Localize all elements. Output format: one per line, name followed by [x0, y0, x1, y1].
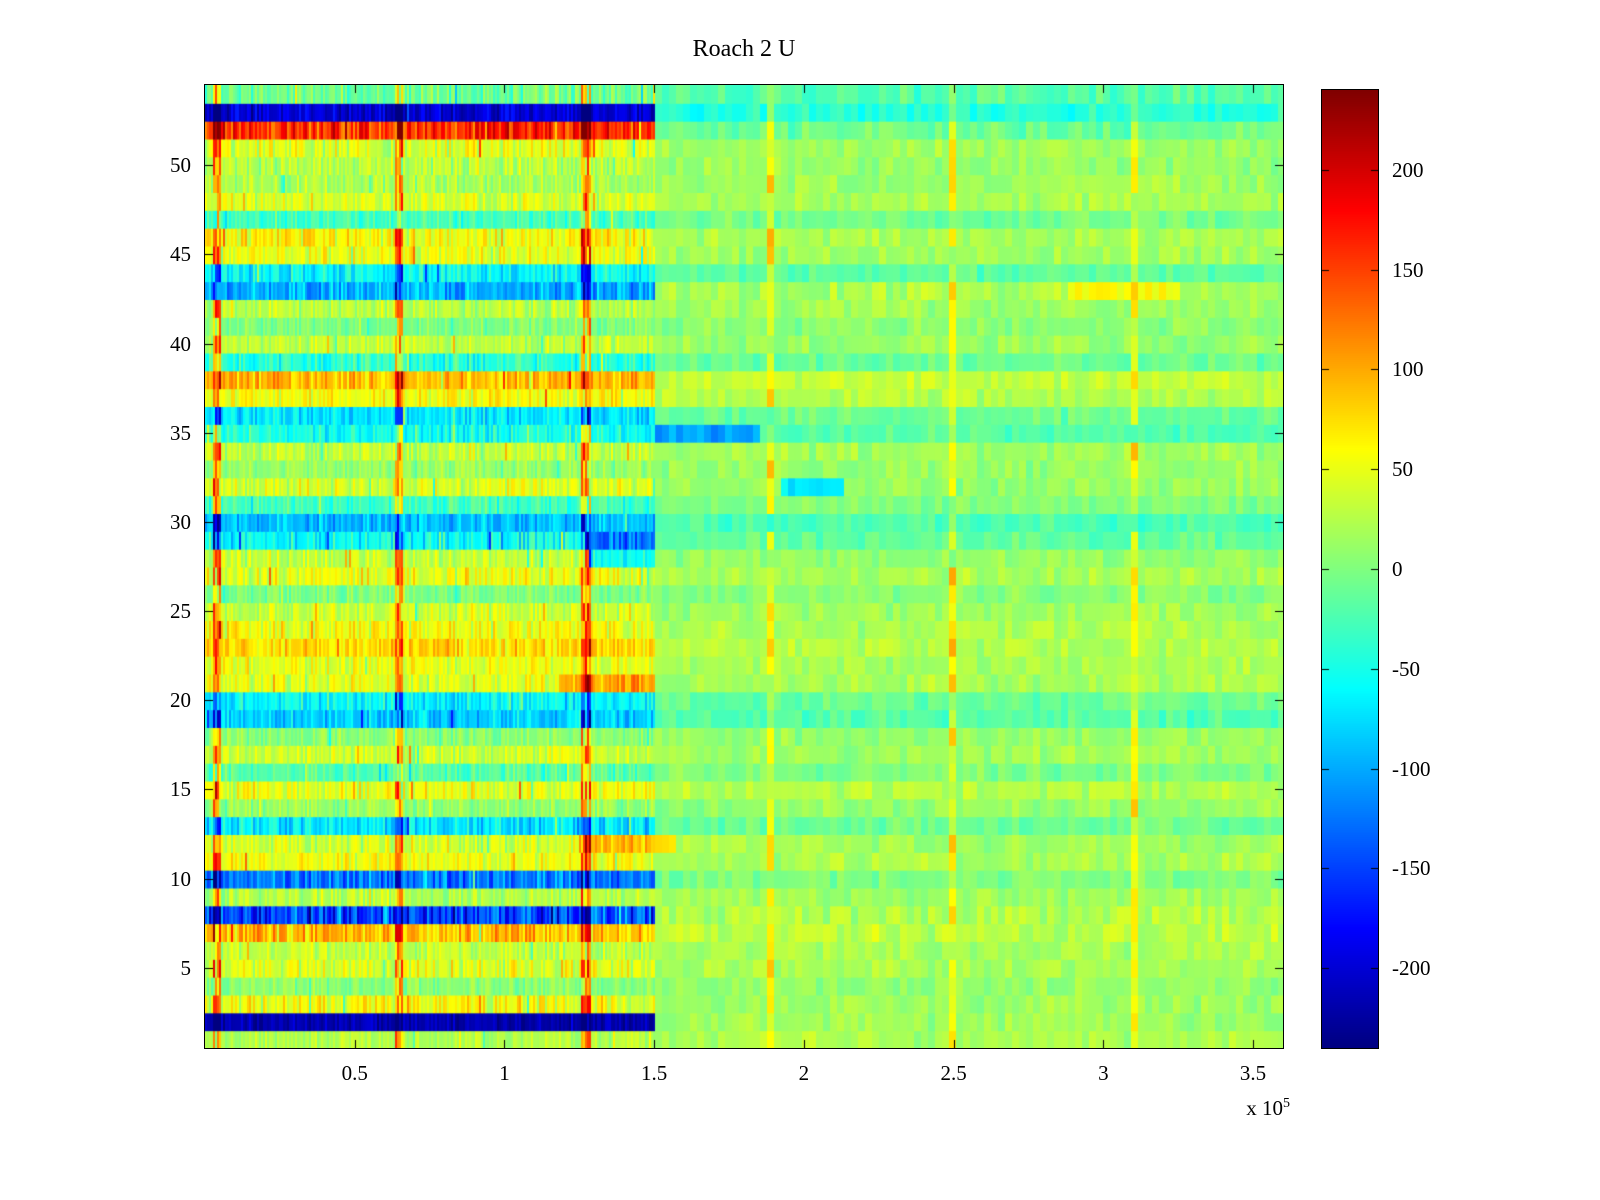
x-tick-label: 1 — [499, 1061, 510, 1085]
x-axis-exponent-base: x 10 — [1246, 1096, 1283, 1120]
x-tick-label: 0.5 — [341, 1061, 368, 1085]
colorbar-tick-label: 150 — [1392, 257, 1424, 282]
colorbar-tick-label: 50 — [1392, 457, 1413, 482]
colorbar-canvas — [1322, 90, 1378, 1048]
colorbar-tick-label: -50 — [1392, 656, 1420, 681]
y-tick-label: 30 — [170, 509, 191, 534]
heatmap-plot-area — [204, 84, 1284, 1049]
y-tick-label: 50 — [170, 153, 191, 178]
colorbar-tick-label: 0 — [1392, 557, 1403, 581]
x-tick-label: 2 — [798, 1061, 810, 1085]
x-tick-label: 3.5 — [1239, 1061, 1267, 1085]
colorbar-tick-label: 200 — [1392, 157, 1424, 182]
y-tick-label: 25 — [170, 599, 191, 624]
x-axis-exponent: x 105 — [1100, 1096, 1290, 1121]
heatmap-canvas — [205, 85, 1283, 1048]
colorbar-tick-label: -150 — [1392, 856, 1431, 881]
colorbar-tick-label: -100 — [1392, 756, 1431, 781]
y-tick-label: 15 — [170, 777, 191, 802]
y-tick-label: 40 — [170, 331, 191, 356]
y-tick-label: 5 — [180, 955, 192, 980]
x-axis-exponent-power: 5 — [1283, 1096, 1290, 1111]
y-tick-label: 45 — [170, 242, 191, 267]
colorbar — [1321, 89, 1379, 1049]
y-tick-label: 35 — [170, 420, 191, 445]
x-tick-label: 3 — [1098, 1061, 1109, 1085]
y-tick-label: 10 — [170, 866, 191, 891]
chart-title: Roach 2 U — [692, 36, 796, 62]
y-tick-label: 20 — [170, 688, 191, 713]
colorbar-tick-label: 100 — [1392, 357, 1424, 382]
x-tick-label: 1.5 — [641, 1061, 668, 1085]
x-tick-label: 2.5 — [940, 1061, 967, 1085]
colorbar-tick-label: -200 — [1392, 956, 1431, 981]
